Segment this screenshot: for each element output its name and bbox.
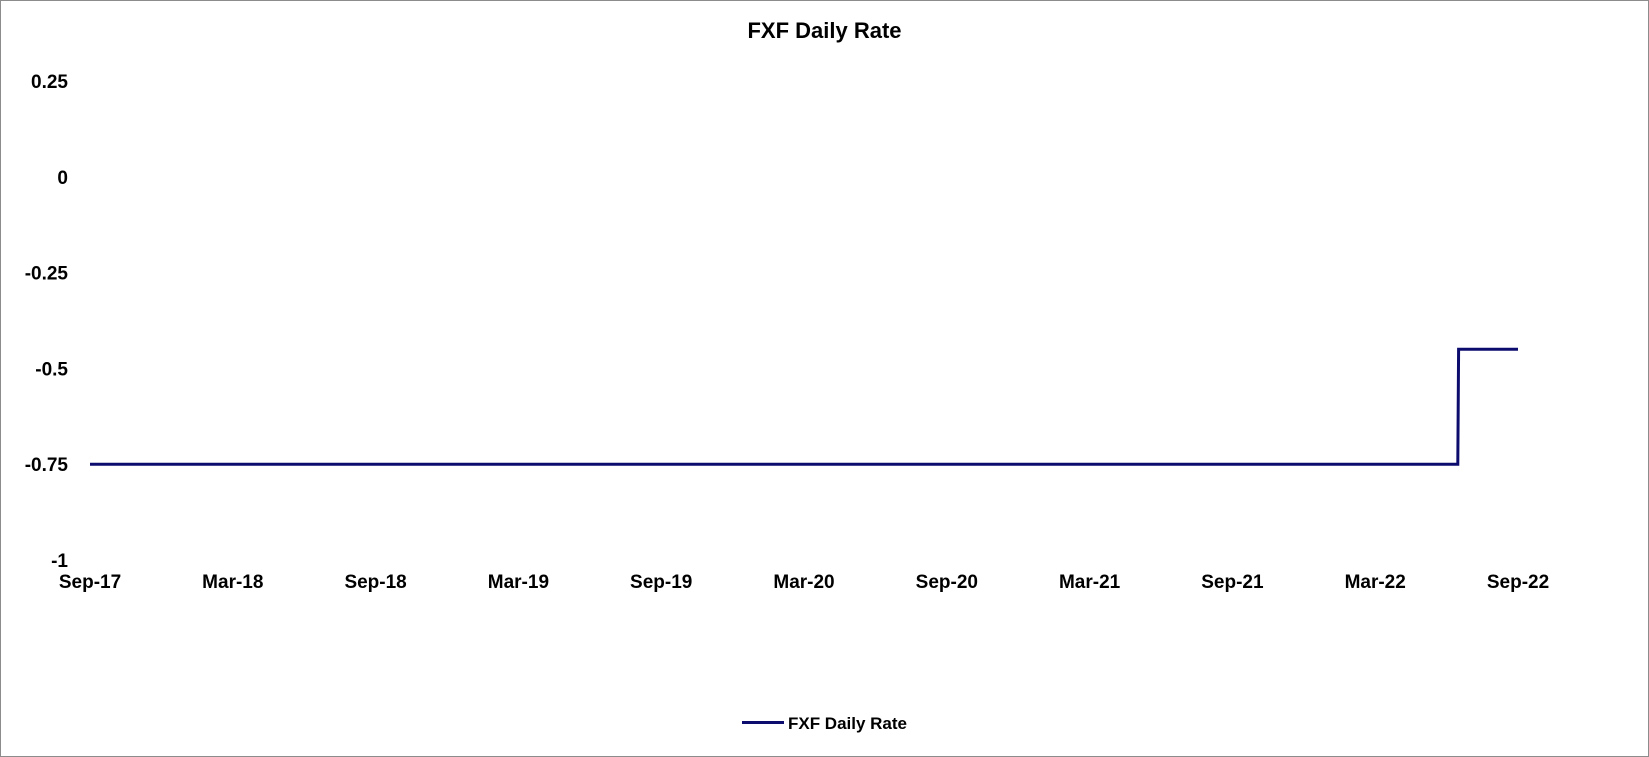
- x-tick-label: Sep-18: [344, 572, 406, 593]
- x-tick-label: Mar-22: [1345, 572, 1406, 593]
- y-tick-label: 0.25: [31, 72, 68, 93]
- x-tick-label: Sep-17: [59, 572, 121, 593]
- x-tick-label: Sep-21: [1201, 572, 1264, 593]
- y-tick-label: -0.5: [35, 359, 68, 380]
- legend-label: FXF Daily Rate: [787, 714, 908, 733]
- legend-swatch: [741, 721, 784, 725]
- y-tick-label: -1: [51, 551, 68, 572]
- x-tick-label: Mar-21: [1059, 572, 1121, 593]
- x-tick-label: Sep-19: [630, 572, 692, 593]
- y-tick-label: -0.75: [25, 455, 69, 476]
- y-tick-label: -0.25: [25, 264, 69, 285]
- legend: FXF Daily Rate: [0, 714, 1649, 734]
- series-line: [90, 347, 1518, 466]
- x-tick-label: Sep-20: [916, 572, 978, 593]
- x-tick-label: Mar-19: [488, 572, 549, 593]
- y-axis-ticks: 0.25 0 -0.25 -0.5 -0.75 -1: [25, 72, 69, 572]
- chart-title: FXF Daily Rate: [747, 18, 902, 43]
- x-tick-label: Mar-18: [202, 572, 263, 593]
- x-tick-label: Sep-22: [1487, 572, 1549, 593]
- x-tick-label: Mar-20: [773, 572, 834, 593]
- y-tick-label: 0: [57, 168, 68, 189]
- series-layer: [90, 347, 1518, 466]
- x-axis-ticks: Sep-17 Mar-18 Sep-18 Mar-19 Sep-19 Mar-20 Sep-…: [59, 572, 1549, 593]
